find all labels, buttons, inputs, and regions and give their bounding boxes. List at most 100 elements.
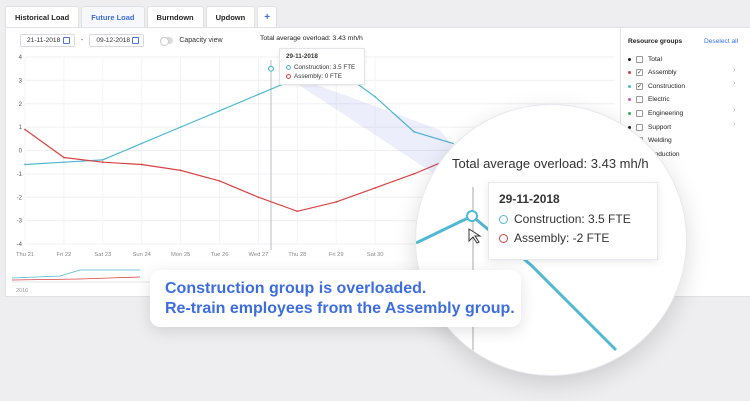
data-point [257,196,260,199]
assembly-legend-icon [499,233,508,243]
y-tick-label: 1 [19,125,23,131]
chevron-right-icon[interactable]: › [733,121,736,128]
tab-burndown[interactable]: Burndown [146,6,204,27]
x-tick-label: Sat 30 [367,252,384,258]
overview-assembly [11,276,141,281]
x-tick-label: Fri 22 [56,252,71,258]
resource-group-assembly[interactable]: ✓ Assembly [628,68,677,78]
group-label: Welding [648,137,672,145]
resource-group-support[interactable]: Support [628,122,671,132]
construction-legend-icon [286,65,291,70]
magnified-tooltip: 29-11-2018 Construction: 3.5 FTE Assembl… [488,182,658,260]
capacity-view-label: Capacity view [179,36,223,44]
calendar-icon[interactable] [132,36,140,44]
data-point [374,187,377,189]
chevron-right-icon[interactable]: › [733,66,736,74]
y-tick-label: 2 [19,102,23,108]
data-point [24,163,26,166]
checkbox[interactable] [636,109,643,117]
magnified-construction: Construction: 3.5 FTE [514,212,631,226]
calendar-icon[interactable] [63,36,70,44]
date-separator: - [81,36,84,44]
magnifier-lens: Total average overload: 3.43 mh/h 29-11-… [415,104,687,376]
data-point [63,156,65,159]
data-point [179,126,182,129]
date-from-value: 21-11-2018 [27,36,61,44]
group-color-dot [628,71,631,75]
magnified-average-overload: Total average overload: 3.43 mh/h [452,156,649,171]
y-tick-label: -2 [17,195,23,201]
assembly-legend-icon [286,74,291,79]
add-tab-button[interactable]: + [257,6,278,27]
data-point [218,179,221,182]
series-line-assembly [24,128,454,212]
group-label: Support [648,123,672,131]
group-label: Engineering [648,109,684,117]
callout-line-1: Construction group is overloaded. [165,280,427,297]
resource-groups-title: Resource groups [628,38,683,45]
x-tick-label: Tue 26 [211,252,229,258]
tooltip-construction: Construction: 3.5 FTE [294,64,356,71]
insight-callout: Construction group is overloaded. Re-tra… [150,270,521,327]
x-tick-label: Sat 23 [94,252,111,258]
y-tick-label: 3 [19,78,23,84]
data-point [374,95,377,98]
checkbox[interactable] [636,55,643,63]
data-point [101,161,104,164]
hand-cursor-icon [468,228,482,244]
resource-group-engineering[interactable]: Engineering [628,108,683,118]
group-color-dot [628,98,631,102]
chevron-right-icon[interactable]: › [733,80,736,88]
checkbox[interactable]: ✓ [636,82,643,90]
tooltip-date: 29-11-2018 [286,53,318,60]
date-from-input[interactable]: 21-11-2018 [20,33,75,47]
group-label: Total [648,55,662,63]
x-tick-label: Sun 24 [133,252,152,258]
group-label: Assembly [648,69,677,77]
resource-group-construction[interactable]: ✓ Construction [628,81,685,91]
tab-historical-load[interactable]: Historical Load [5,6,80,27]
checkbox[interactable]: ✓ [636,69,643,77]
data-point [218,109,221,112]
deselect-all-link[interactable]: Deselect all [704,38,739,45]
group-color-dot [628,111,631,115]
data-point [179,169,182,172]
overview-construction [11,269,140,279]
data-point [413,172,415,175]
resource-group-total[interactable]: Total [628,54,662,64]
construction-legend-icon [499,214,508,224]
chevron-right-icon[interactable]: › [733,107,736,115]
construction-hover-point [268,65,275,72]
tab-bar: Historical Load Future Load Burndown Upd… [5,6,278,28]
x-tick-label: Thu 21 [16,252,34,258]
capacity-view-toggle[interactable] [160,36,174,46]
tab-updown[interactable]: Updown [205,6,256,27]
y-tick-label: -3 [17,219,23,225]
group-color-dot [628,57,631,61]
data-point [257,93,260,96]
data-point [63,161,65,164]
data-point [140,163,143,166]
y-tick-label: -4 [17,242,23,248]
tab-future-load[interactable]: Future Load [81,6,145,27]
y-tick-label: 0 [19,149,23,155]
toolbar: 21-11-2018 - 09-12-2018 Capacity view [20,33,223,47]
group-label: Production [648,150,680,158]
data-point [140,142,143,145]
data-point [24,128,26,131]
resource-group-electric[interactable]: Electric [628,95,670,105]
data-point [413,130,415,133]
data-point [335,201,338,203]
checkbox[interactable] [636,96,643,104]
y-tick-label: -1 [17,172,23,178]
group-color-dot [628,84,631,88]
tooltip-assembly: Assembly: 0 FTE [294,73,342,80]
data-point [296,210,299,213]
checkbox[interactable] [636,123,643,131]
x-tick-label: Mon 25 [171,252,190,258]
date-to-value: 09-12-2018 [96,36,131,44]
y-tick-label: 4 [19,55,23,61]
x-tick-label: Wed 27 [248,252,268,258]
date-to-input[interactable]: 09-12-2018 [89,33,145,47]
group-label: Construction [648,82,686,90]
